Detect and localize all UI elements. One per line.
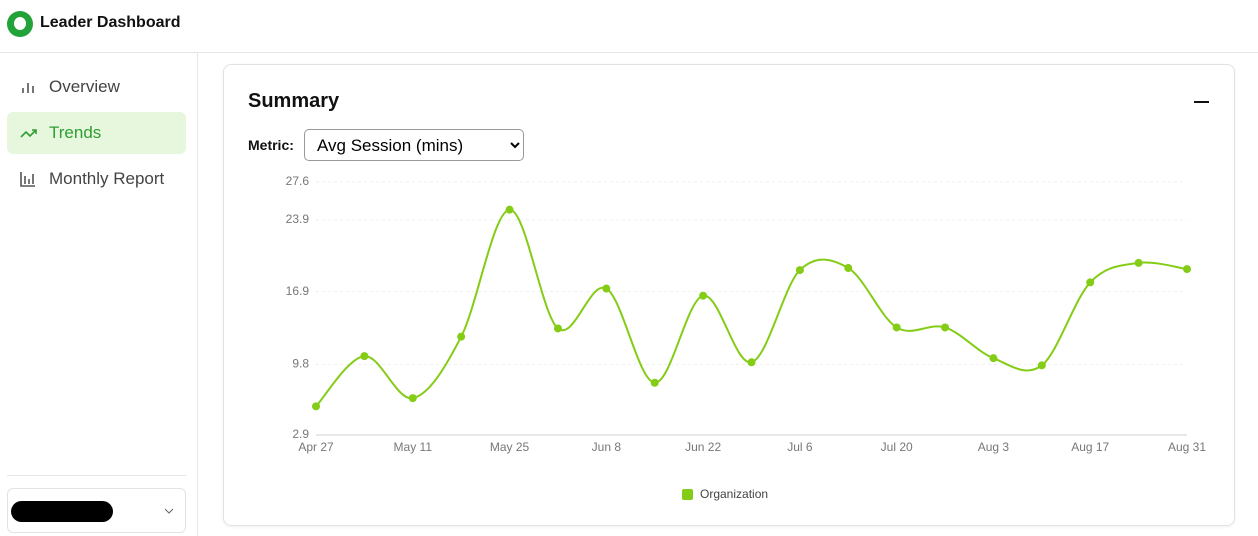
chart: 2.9 9.8 16.9 23.9 27.6 Apr 27 May 11 May 25 Jun … [286,174,1207,501]
x-tick-label: Aug 3 [978,440,1010,454]
x-tick-label: Apr 27 [298,440,334,454]
account-select[interactable] [7,488,186,533]
point [312,402,320,411]
nav-label: Trends [49,123,102,142]
point [360,352,369,361]
y-tick-label: 23.9 [286,212,310,226]
y-tick-label: 9.8 [292,356,309,370]
x-tick-label: Aug 31 [1168,440,1206,454]
chevron [164,508,174,514]
point [989,354,998,363]
summary-card: Summary Metric: Avg Session (mins) 2.9 9.… [223,64,1235,526]
point [1183,265,1191,274]
point [602,284,611,293]
point [892,323,901,332]
point [553,324,562,333]
collapse-button[interactable] [1194,101,1209,103]
nav-label: Overview [49,77,120,96]
metric-label: Metric: [248,137,294,153]
point [1134,258,1143,267]
divider [7,475,186,476]
point [408,394,417,403]
y-tick-label: 2.9 [292,427,309,441]
line [315,208,1188,408]
nav-label: Monthly Report [49,169,165,188]
app-title: Leader Dashboard [40,14,181,31]
y-tick-label: 16.9 [286,284,310,298]
legend-swatch [682,489,693,500]
header: Leader Dashboard [0,0,1258,53]
nav-item[interactable]: Trends [7,112,186,154]
sidebar: Overview Trends Monthly Report [0,53,198,536]
point [941,323,950,332]
x-tick-label: Jun 22 [685,440,721,454]
point [844,264,853,273]
point [699,291,708,300]
x-tick-label: Jul 20 [881,440,913,454]
x-tick-label: Jul 6 [787,440,813,454]
point [650,378,659,387]
card-title: Summary [248,90,340,112]
nav-item[interactable]: Overview [7,66,186,108]
x-tick-label: May 25 [490,440,530,454]
redacted [11,501,113,522]
x-tick-label: Jun 8 [592,440,622,454]
point [795,266,804,275]
point [505,205,514,214]
x-tick-label: Aug 17 [1071,440,1109,454]
point [457,332,466,341]
logo [7,11,33,37]
y-tick-label: 27.6 [286,174,310,188]
point [1037,361,1046,370]
metric-select[interactable]: Avg Session (mins) [304,129,524,161]
icon [20,129,37,138]
legend-label: Organization [700,487,768,501]
point [747,358,756,367]
point [1086,278,1095,287]
icon [22,83,34,93]
nav-item[interactable]: Monthly Report [7,158,186,200]
icon [20,172,35,187]
x-tick-label: May 11 [394,440,433,454]
